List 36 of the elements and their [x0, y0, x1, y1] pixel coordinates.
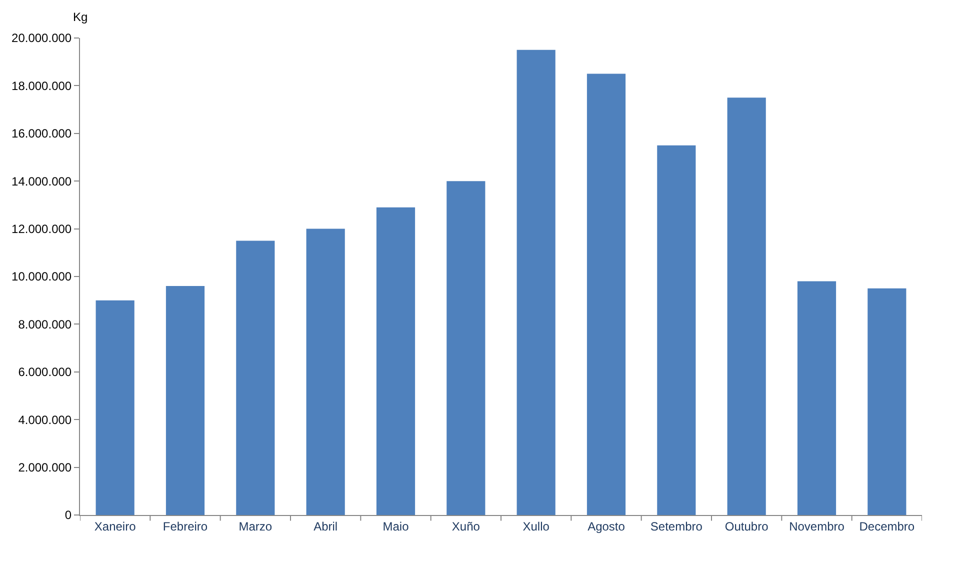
y-tick-label: 20.000.000: [12, 31, 72, 46]
x-tick-label: Marzo: [238, 519, 272, 534]
y-tick-label: 8.000.000: [18, 317, 72, 332]
y-tick-label: 2.000.000: [18, 460, 72, 474]
x-tick-label: Abril: [314, 519, 338, 534]
bar: [376, 207, 416, 515]
y-tick-label: 0: [64, 508, 72, 522]
x-tick-label: Novembro: [789, 519, 845, 534]
bar: [96, 300, 134, 515]
bar: [586, 74, 626, 515]
y-tick-label: 16.000.000: [12, 126, 72, 141]
x-tick-label: Febreiro: [162, 519, 208, 534]
bar: [446, 181, 486, 515]
x-tick-label: Decembro: [859, 519, 915, 534]
x-tick-label: Outubro: [724, 519, 769, 534]
bar: [166, 286, 205, 515]
y-tick-label: 12.000.000: [12, 222, 72, 236]
y-axis-title: Kg: [73, 10, 88, 24]
y-tick-label: 18.000.000: [12, 78, 72, 93]
bar: [236, 240, 275, 515]
x-tick-label: Xuño: [452, 519, 480, 534]
bar: [306, 228, 345, 515]
bar: [797, 281, 836, 515]
x-tick-label: Xullo: [522, 519, 550, 534]
bar: [657, 145, 696, 515]
bar: [516, 50, 556, 515]
y-tick-label: 6.000.000: [18, 365, 72, 380]
bar: [727, 98, 766, 515]
x-tick-label: Setembro: [650, 519, 703, 534]
y-tick-label: 14.000.000: [12, 174, 72, 188]
y-tick-label: 4.000.000: [18, 412, 72, 427]
x-tick-label: Maio: [382, 519, 410, 534]
x-tick-label: Agosto: [588, 519, 626, 534]
y-tick-label: 10.000.000: [12, 270, 72, 284]
bar: [868, 288, 906, 515]
x-tick-label: Xaneiro: [94, 519, 136, 534]
